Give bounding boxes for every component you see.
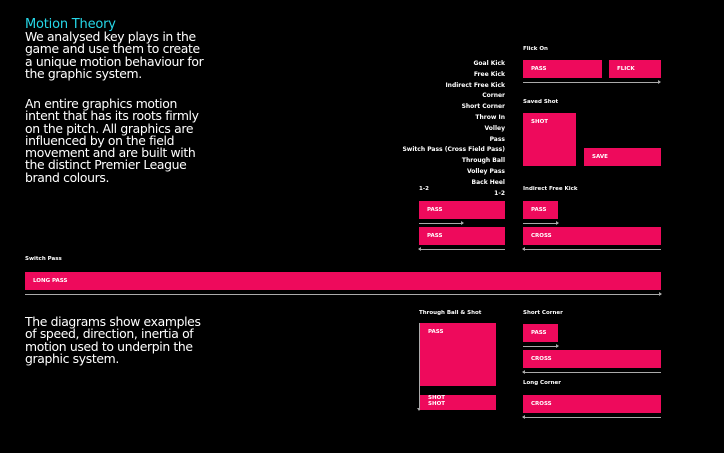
key-play-item: Volley	[484, 124, 505, 132]
indirect-free-kick-title: Indirect Free Kick	[523, 186, 578, 192]
key-play-item: Back Heel	[471, 178, 505, 186]
short-corner-pass-label: PASS	[531, 330, 547, 336]
flick-on-title: Flick On	[523, 46, 548, 52]
intro-paragraph: We analysed key plays in the game and us…	[25, 29, 204, 81]
flick-on-flick-block: FLICK	[609, 60, 661, 78]
one-two-title: 1-2	[419, 186, 429, 192]
flick-on-pass-label: PASS	[531, 66, 547, 72]
key-play-item: Goal Kick	[473, 60, 506, 67]
key-play-item: Pass	[489, 135, 505, 143]
key-play-item: Corner	[482, 92, 505, 100]
long-corner-title: Long Corner	[523, 380, 561, 386]
long-corner-cross-block: CROSS	[523, 395, 661, 413]
one-two-pass-label-2: PASS	[427, 233, 443, 239]
long-corner-cross-arrow	[522, 415, 661, 419]
key-play-item: Short Corner	[461, 103, 505, 111]
long-corner-cross-label: CROSS	[531, 401, 552, 407]
motion-intent-paragraph: An entire graphics motion intent that ha…	[25, 96, 199, 185]
short-corner-pass-arrow	[523, 344, 559, 348]
flick-on-pass-block: PASS	[523, 60, 602, 78]
key-play-item: 1-2	[494, 189, 505, 197]
indirect-free-kick-cross-label: CROSS	[531, 233, 552, 239]
through-ball-shot-shot-block: SHOT SHOT	[420, 395, 496, 410]
saved-shot-shot-label: SHOT	[531, 119, 548, 125]
through-ball-shot-shot-label: SHOT SHOT	[428, 395, 445, 407]
through-ball-shot-vertical-arrow	[417, 323, 421, 411]
indirect-free-kick-pass-label: PASS	[531, 207, 547, 213]
key-play-item: Free Kick	[473, 70, 505, 78]
key-plays-list: Goal Kick Free Kick Indirect Free Kick Corn…	[402, 59, 505, 199]
through-ball-shot-title: Through Ball & Shot	[419, 310, 482, 316]
flick-on-direction-arrow	[523, 80, 661, 84]
flick-on-flick-label: FLICK	[617, 66, 635, 72]
short-corner-cross-block: CROSS	[523, 350, 661, 368]
through-ball-shot-pass-label: PASS	[428, 329, 444, 335]
saved-shot-shot-block: SHOT	[523, 113, 576, 166]
key-play-item: Volley Pass	[466, 167, 505, 175]
key-play-item: Through Ball	[461, 157, 505, 165]
one-two-pass-block-2: PASS	[419, 227, 505, 245]
indirect-free-kick-cross-block: CROSS	[523, 227, 661, 245]
indirect-free-kick-pass-arrow	[523, 221, 559, 225]
switch-pass-title: Switch Pass	[25, 256, 62, 262]
key-play-item: Switch Pass (Cross Field Pass)	[402, 146, 505, 154]
saved-shot-save-label: SAVE	[592, 154, 608, 160]
saved-shot-title: Saved Shot	[523, 99, 559, 105]
short-corner-cross-arrow	[522, 370, 661, 374]
one-two-pass-block-1: PASS	[419, 201, 505, 219]
short-corner-title: Short Corner	[523, 310, 563, 316]
through-ball-shot-pass-block: PASS	[420, 323, 496, 386]
short-corner-pass-block: PASS	[523, 324, 558, 342]
short-corner-cross-label: CROSS	[531, 356, 552, 362]
key-play-item: Throw In	[475, 113, 505, 121]
one-two-pass-label-1: PASS	[427, 207, 443, 213]
switch-pass-long-pass-label: LONG PASS	[33, 278, 68, 284]
diagrams-paragraph: The diagrams show examples of speed, dir…	[25, 314, 201, 366]
indirect-free-kick-cross-arrow	[522, 247, 661, 251]
switch-pass-arrow	[25, 292, 662, 296]
switch-pass-long-pass-block: LONG PASS	[25, 272, 661, 290]
one-two-arrow-back	[418, 247, 505, 251]
section-heading: Motion Theory	[25, 17, 116, 32]
saved-shot-save-block: SAVE	[584, 148, 661, 166]
one-two-arrow-out	[419, 221, 464, 225]
indirect-free-kick-pass-block: PASS	[523, 201, 558, 219]
key-play-item: Indirect Free Kick	[445, 81, 505, 89]
